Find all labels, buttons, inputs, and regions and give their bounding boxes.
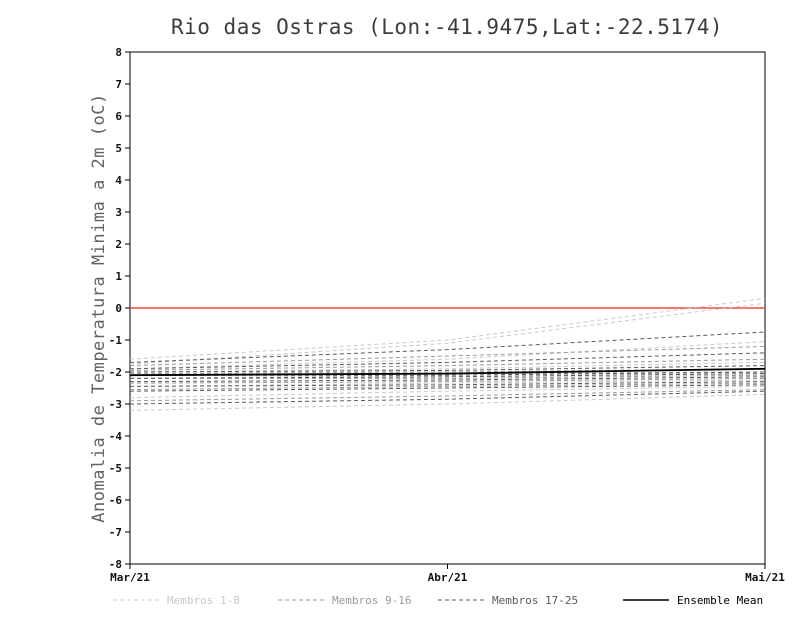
plot-area: -8 -7 -6 -5 -4 -3 -2 -1 0 1 2 3 4 5 6 7 8 Mar/21 Abr/21 Mai… [109,46,785,584]
ensemble-member-line [129,385,766,399]
y-tick-label: -8 [109,558,122,571]
ensemble-member-line [129,377,766,384]
chart-title: Rio das Ostras (Lon:-41.9475,Lat:-22.517… [171,15,723,39]
ensemble-member-line [130,374,766,379]
y-axis-label: Anomalia de Temperatura Minima a 2m (oC) [89,93,109,522]
legend-label: Membros 17-25 [492,594,578,607]
y-tick-label: 4 [115,174,122,187]
y-tick-label: -4 [109,430,123,443]
y-tick-label: 6 [115,110,122,123]
legend-label: Membros 1-8 [167,594,240,607]
x-tick-label: Mar/21 [110,571,150,584]
ensemble-member-line [129,331,766,363]
y-tick-label: 8 [115,46,122,59]
x-tick-label: Mai/21 [745,571,785,584]
y-tick-label: 7 [115,78,122,91]
ensemble-member-line [129,379,766,387]
ensemble-member-line [129,389,766,402]
ensemble-member-line [129,345,766,367]
ensemble-member-line [129,373,766,379]
y-tick-label: 2 [115,238,122,251]
legend-label: Membros 9-16 [332,594,411,607]
y-tick-label: -6 [109,494,123,507]
y-tick-label: 0 [115,302,122,315]
ensemble-member-line [129,361,766,373]
chart-legend: Membros 1-8 Membros 9-16 Membros 17-25 Ense… [113,594,763,607]
ensemble-member-line [129,365,766,373]
ensemble-member-line [129,341,766,370]
ensemble-member-line [129,297,766,360]
ensemble-member-line [129,358,766,371]
ensemble-member-line [129,382,766,391]
legend-item: Membros 17-25 [438,594,578,607]
y-tick-label: 5 [115,142,122,155]
ensemble-member-line [129,368,766,375]
y-tick-label: -1 [109,334,123,347]
legend-item: Membros 1-8 [113,594,240,607]
y-tick-label: -3 [109,398,122,411]
y-tick-label: -7 [109,526,122,539]
legend-item: Membros 9-16 [278,594,411,607]
y-tick-label: -5 [109,462,122,475]
ensemble-mean-line [129,367,766,377]
ensemble-member-line [129,376,766,383]
ensemble-member-line [129,302,766,365]
x-tick-label: Abr/21 [428,571,468,584]
y-tick-label: -2 [109,366,122,379]
legend-item: Ensemble Mean [623,594,763,607]
legend-label: Ensemble Mean [677,594,763,607]
ensemble-member-line [129,384,766,392]
ensemble-member-line [129,352,766,370]
y-tick-label: 1 [115,270,122,283]
y-tick-label: 3 [115,206,122,219]
ensemble-member-line [129,393,766,411]
ensemble-member-line [129,381,766,387]
ensemble-member-line [129,390,766,405]
